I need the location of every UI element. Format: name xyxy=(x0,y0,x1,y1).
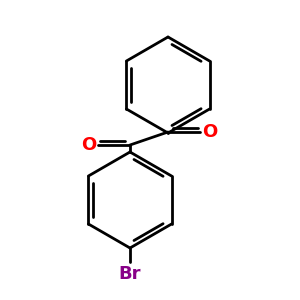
Text: O: O xyxy=(81,136,96,154)
Text: Br: Br xyxy=(119,265,141,283)
Text: O: O xyxy=(202,123,217,141)
